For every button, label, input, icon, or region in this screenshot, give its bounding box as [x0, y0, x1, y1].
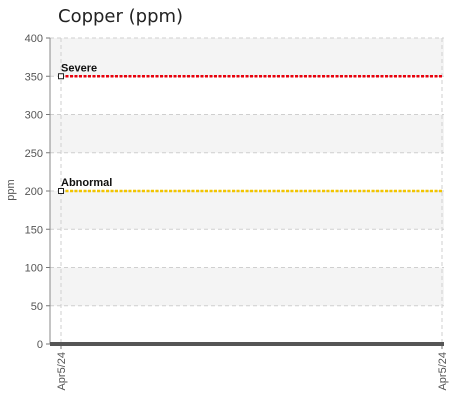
- plot-band: [50, 267, 444, 306]
- y-tick-label: 0: [37, 339, 43, 351]
- threshold-label: Severe: [61, 62, 97, 74]
- plot-bands: [50, 38, 444, 306]
- chart-title: Copper (ppm): [58, 6, 184, 27]
- y-tick-label: 100: [25, 263, 43, 275]
- plot-band: [50, 114, 444, 153]
- y-tick-label: 200: [25, 186, 43, 198]
- threshold-label: Abnormal: [61, 177, 112, 189]
- y-tick-label: 350: [25, 71, 43, 83]
- y-axis-title: ppm: [5, 179, 17, 200]
- plot-band: [50, 191, 444, 230]
- y-tick-label: 300: [25, 110, 43, 122]
- y-tick-labels: 0 50 100 150 200 250 300 350 400: [25, 33, 43, 351]
- y-tick-label: 250: [25, 148, 43, 160]
- y-tick-label: 50: [31, 301, 43, 313]
- threshold-lines: Severe Abnormal: [58, 62, 442, 194]
- plot-band: [50, 38, 444, 77]
- x-tick-labels: Apr5/24 Apr5/24: [56, 352, 449, 391]
- x-tick-label: Apr5/24: [56, 352, 68, 391]
- threshold-marker: [58, 188, 64, 194]
- y-tick-label: 150: [25, 224, 43, 236]
- y-tick-label: 400: [25, 33, 43, 45]
- x-tick-label: Apr5/24: [437, 352, 449, 391]
- threshold-marker: [58, 73, 64, 80]
